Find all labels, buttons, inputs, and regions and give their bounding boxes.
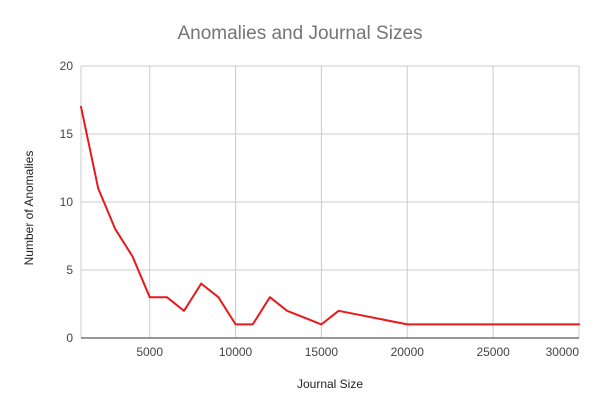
- series-line: [80, 105, 580, 326]
- x-axis-ticks: 5000 10000 15000 20000 25000 30000: [136, 345, 579, 359]
- y-axis-label: Number of Anomalies: [22, 151, 36, 266]
- chart-title: Anomalies and Journal Sizes: [177, 23, 422, 44]
- y-tick-label: 0: [66, 331, 73, 345]
- y-tick-label: 15: [60, 127, 74, 141]
- y-tick-label: 5: [66, 263, 73, 277]
- x-tick-label: 10000: [219, 345, 253, 359]
- x-tick-label: 20000: [391, 345, 425, 359]
- y-tick-label: 10: [60, 195, 74, 209]
- x-tick-label: 30000: [546, 345, 580, 359]
- y-axis-ticks: 0 5 10 15 20: [60, 59, 74, 345]
- grid: [80, 65, 580, 338]
- x-tick-label: 25000: [476, 345, 510, 359]
- x-axis-label: Journal Size: [297, 377, 363, 391]
- series-group: [80, 105, 580, 326]
- y-tick-label: 20: [60, 59, 74, 73]
- x-tick-label: 15000: [305, 345, 339, 359]
- x-tick-label: 5000: [136, 345, 163, 359]
